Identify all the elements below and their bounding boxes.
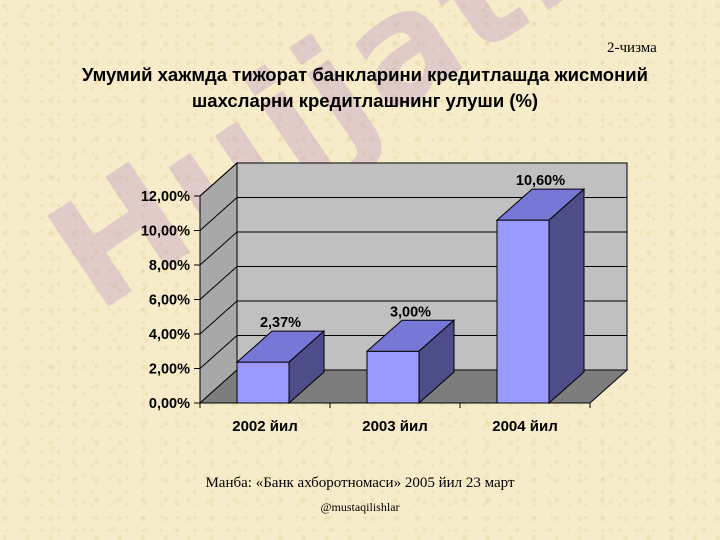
bar-side [548,188,585,405]
data-label: 10,60% [516,173,565,189]
y-tick-label: 2,00% [149,362,190,378]
y-tick-label: 10,00% [141,224,190,240]
bar [236,361,290,404]
y-tick-label: 0,00% [149,396,190,412]
data-label: 3,00% [390,304,431,320]
author-handle: @mustaqilishlar [320,500,400,514]
y-tick-label: 8,00% [149,258,190,274]
chart-title: Умумий хажмда тижорат банкларини кредитл… [20,62,710,114]
data-label: 2,37% [260,315,301,331]
source-note: Манба: «Банк ахборотномаси» 2005 йил 23 … [205,475,515,491]
y-tick-label: 6,00% [149,293,190,309]
bar [366,350,420,404]
y-tick-label: 4,00% [149,327,190,343]
gridline [199,197,627,231]
bar-side [418,319,455,405]
x-tick-label: 2003 йил [362,418,428,435]
bar-side [288,330,325,405]
x-tick-label: 2002 йил [232,418,298,435]
bar [496,219,550,404]
figure-number: 2-чизма [607,40,657,56]
x-tick-label: 2004 йил [492,418,558,435]
chart-title-line-1: Умумий хажмда тижорат банкларини кредитл… [81,64,648,85]
gridline [199,162,627,197]
y-tick-label: 12,00% [141,189,190,205]
chart-title-line-2: шахсларни кредитлашнинг улуши (%) [191,90,539,111]
